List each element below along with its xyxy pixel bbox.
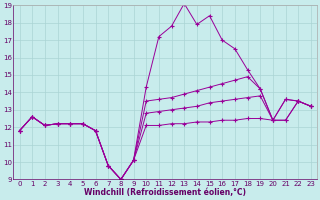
X-axis label: Windchill (Refroidissement éolien,°C): Windchill (Refroidissement éolien,°C) [84, 188, 246, 197]
